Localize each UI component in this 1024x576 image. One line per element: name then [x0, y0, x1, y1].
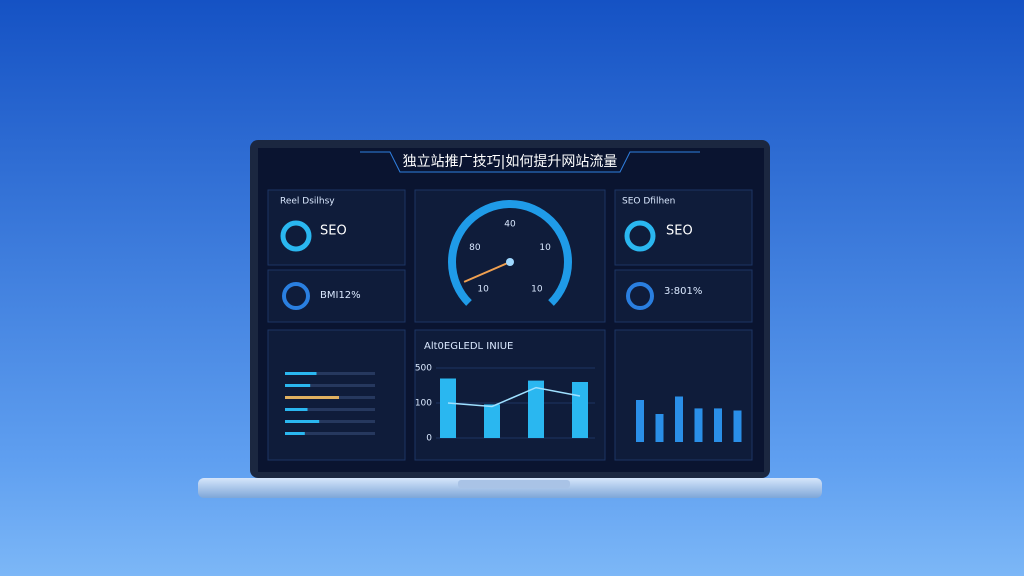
gauge-track — [448, 200, 572, 306]
gauge-needle — [463, 261, 511, 283]
gauge-hub — [506, 258, 514, 266]
bar — [714, 408, 722, 442]
panel — [614, 269, 753, 323]
bar — [733, 410, 742, 442]
metric: SEO — [666, 224, 693, 239]
laptop-notch — [458, 480, 570, 488]
metric: 3:801% — [664, 286, 702, 297]
progress-bar — [285, 420, 320, 423]
panel — [414, 189, 606, 323]
ring — [626, 282, 654, 310]
panel — [614, 189, 753, 266]
chart-title: Alt0EGLEDL INIUE — [424, 341, 513, 352]
bar — [636, 400, 644, 442]
progress-bar — [285, 384, 311, 387]
y-tick-label: 100 — [415, 399, 432, 409]
gauge-label: 80 — [469, 243, 481, 253]
bar — [572, 382, 588, 438]
panel-label: Reel Dsilhsy — [280, 197, 335, 207]
ring — [280, 220, 312, 252]
bar — [484, 404, 500, 438]
bar — [655, 414, 664, 442]
ring — [624, 220, 656, 252]
bar — [528, 380, 544, 438]
progress-bar — [285, 408, 308, 411]
header-line — [360, 151, 700, 173]
title: 独立站推广技巧|如何提升网站流量 — [403, 154, 618, 170]
y-tick-label: 500 — [415, 364, 432, 374]
gauge-label: 40 — [504, 220, 516, 230]
progress-track — [285, 420, 375, 423]
progress-track — [285, 408, 375, 411]
progress-bar — [285, 372, 317, 375]
gauge-label: 10 — [531, 284, 543, 294]
panel — [267, 189, 406, 266]
line — [447, 386, 581, 408]
progress-bar — [285, 396, 339, 399]
panel-label: SEO Dfilhen — [622, 197, 675, 207]
bar — [440, 378, 456, 438]
panel — [267, 329, 406, 461]
bar — [675, 396, 683, 442]
ring — [282, 282, 310, 310]
metric: SEO — [320, 224, 347, 239]
panel — [614, 329, 753, 461]
metric: BMI12% — [320, 290, 361, 301]
bar — [694, 408, 703, 442]
progress-track — [285, 384, 375, 387]
panel — [267, 269, 406, 323]
gauge-label: 10 — [477, 284, 489, 294]
y-tick-label: 0 — [426, 434, 432, 444]
gauge-label: 10 — [539, 243, 551, 253]
progress-track — [285, 372, 375, 375]
progress-bar — [285, 432, 305, 435]
progress-track — [285, 432, 375, 435]
